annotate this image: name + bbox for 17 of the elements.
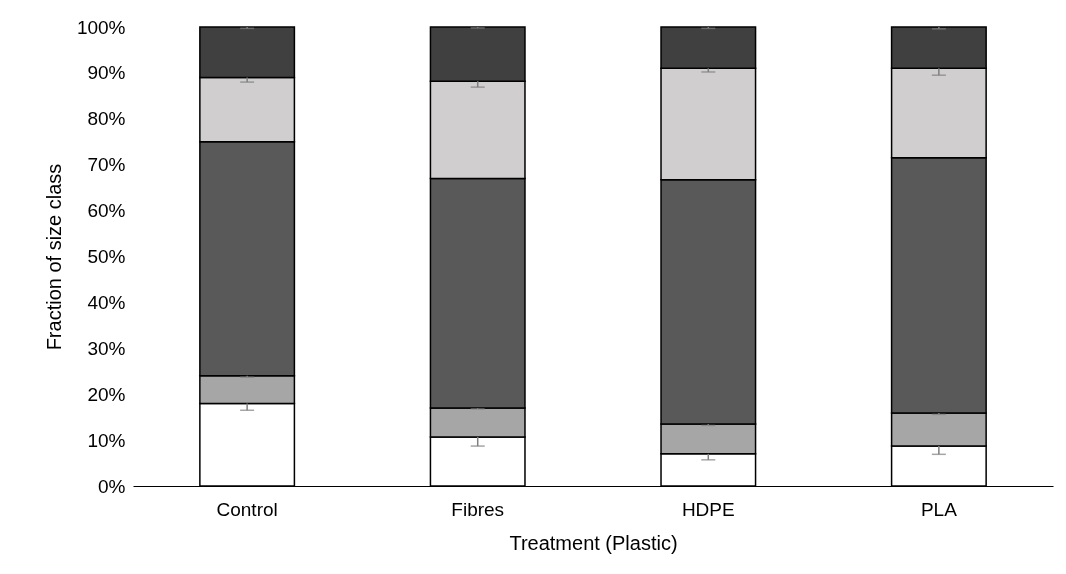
y-tick-label: 50% (87, 246, 126, 267)
y-tick-label: 80% (87, 108, 126, 130)
y-axis-title: Fraction of size class (42, 163, 65, 351)
x-tick-label: PLA (920, 498, 958, 520)
x-tick-label: Control (216, 498, 278, 520)
y-tick-label: 90% (87, 62, 126, 84)
y-tick-label: 100% (76, 16, 126, 38)
x-tick-label: Fibres (451, 498, 505, 520)
x-tick-label: HDPE (681, 498, 735, 520)
y-tick-label: 20% (87, 383, 126, 405)
y-tick-label: 60% (87, 200, 126, 222)
x-axis-title: Treatment (Plastic) (509, 531, 678, 554)
y-tick-label: 30% (87, 337, 126, 359)
y-tick-label: 40% (87, 291, 126, 313)
y-tick-label: 10% (87, 429, 126, 451)
y-tick-label: 0% (98, 475, 126, 497)
y-tick-label: 70% (87, 154, 126, 176)
